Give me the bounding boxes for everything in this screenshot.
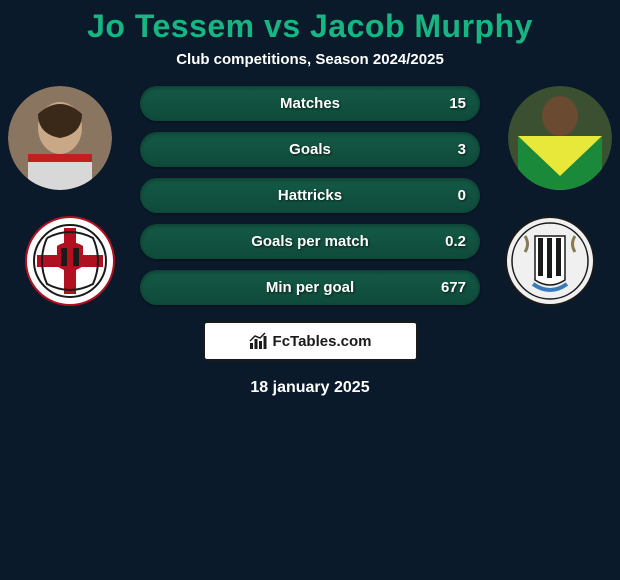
subtitle: Club competitions, Season 2024/2025 <box>176 51 444 68</box>
player-right-photo <box>508 86 612 190</box>
stat-label: Min per goal <box>266 279 354 296</box>
stat-value-right: 15 <box>449 95 466 112</box>
stat-label: Hattricks <box>278 187 342 204</box>
stat-value-right: 677 <box>441 279 466 296</box>
bar-chart-icon <box>249 332 267 350</box>
date-label: 18 january 2025 <box>250 379 369 397</box>
comparison-card: Jo Tessem vs Jacob Murphy Club competiti… <box>0 0 620 397</box>
stat-label: Goals per match <box>251 233 369 250</box>
stat-row-goals-per-match: Goals per match 0.2 <box>140 224 480 259</box>
club-left-logo <box>25 216 115 306</box>
player-left-photo <box>8 86 112 190</box>
stat-row-goals: Goals 3 <box>140 132 480 167</box>
stat-value-right: 3 <box>458 141 466 158</box>
stat-label: Goals <box>289 141 331 158</box>
avatar-placeholder-icon <box>8 86 112 190</box>
stat-value-right: 0 <box>458 187 466 204</box>
stat-label: Matches <box>280 95 340 112</box>
club-crest-icon <box>25 216 115 306</box>
branding-badge[interactable]: FcTables.com <box>203 321 418 361</box>
stat-row-matches: Matches 15 <box>140 86 480 121</box>
stat-bars: Matches 15 Goals 3 Hattricks 0 Goals per… <box>140 86 480 305</box>
comparison-area: Matches 15 Goals 3 Hattricks 0 Goals per… <box>0 86 620 316</box>
club-crest-icon <box>505 216 595 306</box>
branding-text: FcTables.com <box>273 333 372 350</box>
avatar-placeholder-icon <box>508 86 612 190</box>
stat-value-right: 0.2 <box>445 233 466 250</box>
page-title: Jo Tessem vs Jacob Murphy <box>87 8 533 45</box>
stat-row-hattricks: Hattricks 0 <box>140 178 480 213</box>
club-right-logo <box>505 216 595 306</box>
stat-row-min-per-goal: Min per goal 677 <box>140 270 480 305</box>
